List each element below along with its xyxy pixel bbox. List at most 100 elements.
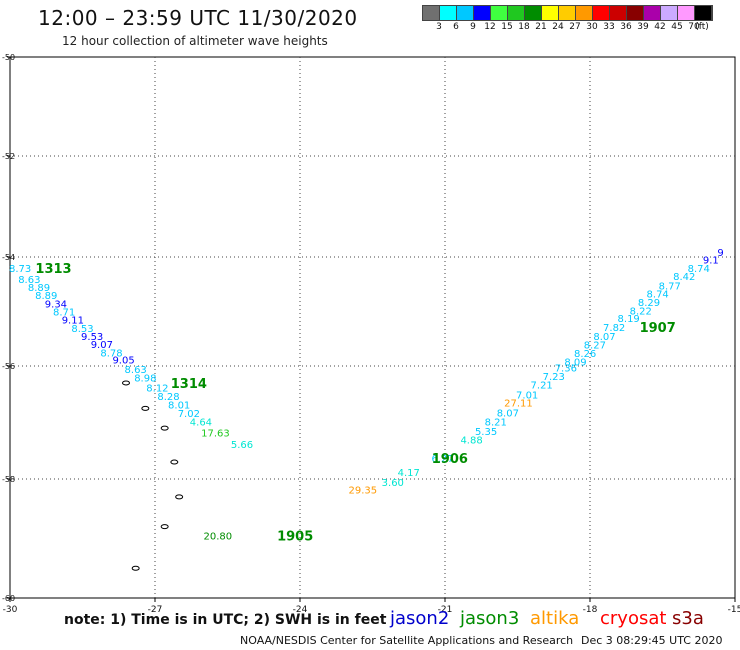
- x-tick-label: -24: [293, 605, 308, 615]
- wave-height-value: 8.73: [9, 264, 31, 275]
- color-scale-label: 39: [637, 22, 649, 32]
- color-swatch: [661, 6, 678, 20]
- y-tick-label: -56: [2, 362, 15, 371]
- color-scale-label: 33: [603, 22, 615, 32]
- color-swatch: [593, 6, 610, 20]
- wave-height-value: 8.53: [71, 324, 93, 335]
- legend-s3a: s3a: [672, 608, 704, 629]
- x-tick-label: -27: [148, 605, 163, 615]
- wave-height-value: 4.64: [190, 417, 212, 428]
- color-swatch: [695, 6, 712, 20]
- color-swatch: [678, 6, 695, 20]
- y-tick-label: -52: [2, 152, 15, 161]
- color-swatch: [610, 6, 627, 20]
- color-swatch: [627, 6, 644, 20]
- wave-height-value: 8.98: [134, 373, 156, 384]
- wave-height-value: 7.01: [516, 390, 538, 401]
- wave-height-value: 27.11: [504, 399, 533, 410]
- wave-height-value: 8.89: [35, 291, 57, 302]
- color-scale-label: 9: [470, 22, 476, 32]
- color-scale-label: 70: [688, 22, 700, 32]
- wave-height-value: 8.78: [100, 348, 122, 359]
- color-swatch: [440, 6, 457, 20]
- island-outline: [131, 565, 140, 571]
- wave-height-value: 8.07: [593, 332, 615, 343]
- page-subtitle: 12 hour collection of altimeter wave hei…: [62, 34, 328, 48]
- color-scale-label: (ft): [695, 22, 709, 32]
- wave-height-value: 8.42: [673, 272, 695, 283]
- credit-text: NOAA/NESDIS Center for Satellite Applica…: [240, 634, 574, 647]
- generated-time: Dec 3 08:29:45 UTC 2020: [581, 634, 723, 647]
- wave-height-value: 9.34: [45, 299, 67, 310]
- wave-height-value: 8.26: [574, 349, 596, 360]
- legend-altika: altika: [530, 608, 580, 629]
- pass-time-label: 1906: [432, 452, 468, 467]
- wave-height-value: 8.07: [497, 408, 519, 419]
- color-scale-label: 30: [586, 22, 598, 32]
- wave-height-value: 8.77: [659, 281, 681, 292]
- color-swatch: [491, 6, 508, 20]
- wave-height-value: 5.66: [231, 440, 253, 451]
- legend-jason3: jason3: [460, 608, 520, 629]
- wave-height-value: 8.89: [28, 283, 50, 294]
- legend-cryosat: cryosat: [600, 608, 667, 629]
- color-scale-label: 18: [518, 22, 530, 32]
- wave-height-value: 9.11: [62, 316, 84, 327]
- pass-time-label: 1907: [640, 321, 676, 336]
- y-tick-label: -54: [2, 253, 15, 262]
- wave-height-value: 8.71: [53, 308, 75, 319]
- wave-height-value: 7.36: [555, 364, 577, 375]
- x-tick-label: -15: [728, 605, 740, 615]
- y-tick-label: -60: [2, 594, 15, 603]
- island-outline: [160, 524, 169, 530]
- wave-height-value: 5.35: [475, 427, 497, 438]
- color-scale-label: 3: [436, 22, 442, 32]
- plot-frame: [9, 56, 736, 599]
- wave-height-value: 8.09: [564, 358, 586, 369]
- color-swatch: [525, 6, 542, 20]
- color-swatch: [576, 6, 593, 20]
- wave-height-value: 8.01: [168, 400, 190, 411]
- island-outline: [122, 380, 130, 386]
- color-scale-label: 27: [569, 22, 581, 32]
- color-swatch: [559, 6, 576, 20]
- wave-height-value: 8.29: [638, 298, 660, 309]
- wave-height-value: 8.28: [157, 392, 179, 403]
- color-swatch: [474, 6, 491, 20]
- wave-height-value: 8.74: [688, 264, 710, 275]
- x-tick-label: -30: [3, 605, 18, 615]
- x-tick-label: -18: [583, 605, 598, 615]
- island-outline: [141, 405, 150, 411]
- wave-height-value: 8.63: [18, 275, 40, 286]
- pass-time-label: 1314: [171, 377, 207, 392]
- wave-height-value: 8.19: [618, 314, 640, 325]
- color-scale-label: 36: [620, 22, 632, 32]
- wave-height-value: 3.60: [382, 478, 404, 489]
- color-swatch: [457, 6, 474, 20]
- wave-height-value: 29.35: [349, 486, 378, 497]
- wave-height-value: 8.63: [125, 365, 147, 376]
- wave-height-value: 8.27: [584, 341, 606, 352]
- color-scale-label: 45: [671, 22, 683, 32]
- wave-height-color-scale: [422, 5, 713, 21]
- wave-height-value: 20.80: [204, 532, 233, 543]
- wave-height-value: 4.17: [398, 468, 420, 479]
- wave-height-value: 9.53: [81, 332, 103, 343]
- color-swatch: [542, 6, 559, 20]
- wave-height-value: 9.05: [112, 355, 134, 366]
- wave-height-value: 9.1: [703, 256, 719, 267]
- island-outline: [160, 425, 169, 431]
- island-outline: [175, 494, 184, 500]
- island-outline: [170, 459, 179, 465]
- wave-height-value: 7.02: [178, 409, 200, 420]
- wave-height-value: 4.88: [460, 435, 482, 446]
- color-scale-label: 15: [501, 22, 513, 32]
- color-swatch: [423, 6, 440, 20]
- color-scale-label: 6: [453, 22, 459, 32]
- wave-height-value: 9.07: [91, 340, 113, 351]
- wave-height-value: 17.63: [201, 429, 230, 440]
- wave-height-value: 7.23: [543, 372, 565, 383]
- wave-height-value: 6.27: [431, 454, 453, 465]
- legend-jason2: jason2: [390, 608, 450, 629]
